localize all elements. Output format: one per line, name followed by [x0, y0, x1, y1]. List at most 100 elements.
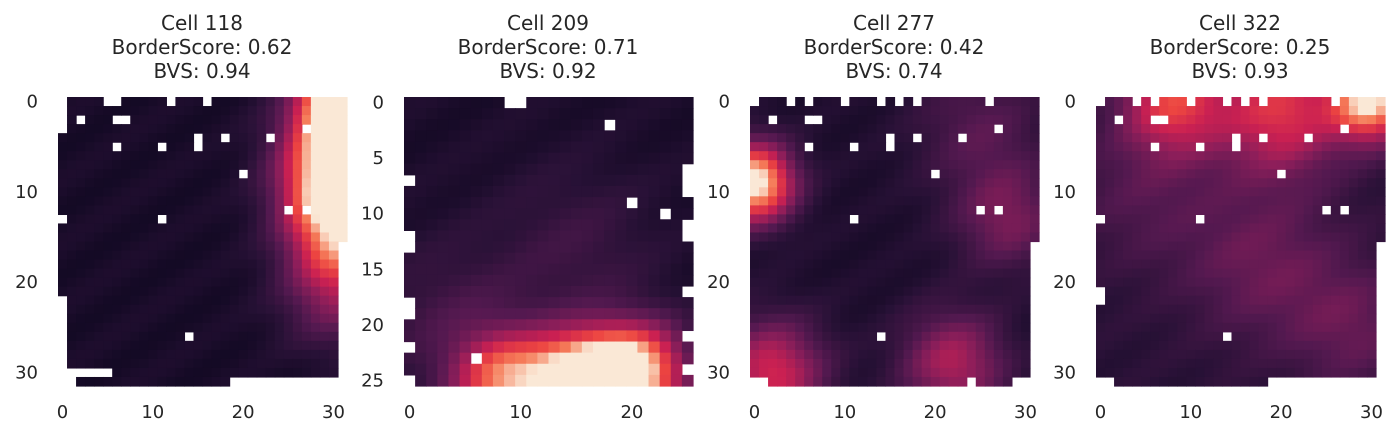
heatmap-cell: [470, 285, 483, 298]
heatmap-cell: [1330, 124, 1341, 134]
heatmap-cell: [1011, 106, 1022, 116]
heatmap-cell: [1011, 223, 1022, 234]
heatmap-cell: [492, 174, 505, 187]
heatmap-cell: [786, 313, 796, 324]
heatmap-cell: [822, 178, 832, 188]
heatmap-cell: [515, 197, 527, 209]
heatmap-cell: [592, 263, 605, 276]
heatmap-cell: [1222, 322, 1233, 333]
heatmap-cell: [415, 208, 427, 220]
heatmap-cell: [426, 185, 438, 198]
heatmap-cell: [157, 115, 167, 125]
heatmap-cell: [966, 223, 977, 234]
heatmap-cell: [1177, 268, 1187, 279]
heatmap-cell: [526, 252, 538, 265]
heatmap-cell: [1186, 340, 1196, 351]
heatmap-cell: [211, 160, 222, 170]
heatmap-cell: [670, 252, 683, 265]
heatmap-cell: [448, 208, 461, 220]
heatmap-cell: [648, 119, 661, 131]
heatmap-cell: [637, 219, 650, 231]
heatmap-cell: [1213, 178, 1224, 188]
heatmap-cell: [1141, 349, 1151, 360]
heatmap-cell: [604, 108, 616, 120]
heatmap-cell: [1366, 313, 1377, 324]
heatmap-cell: [112, 349, 122, 360]
heatmap-cell: [526, 97, 538, 109]
y-tick-label: 0: [1065, 92, 1076, 113]
heatmap-cell: [481, 185, 494, 198]
heatmap-cell: [604, 319, 616, 332]
heatmap-cell: [1222, 340, 1233, 351]
heatmap-cell: [867, 205, 878, 216]
heatmap-cell: [121, 250, 131, 261]
heatmap-cell: [804, 277, 814, 288]
heatmap-cell: [426, 297, 438, 309]
heatmap-cell: [148, 313, 158, 324]
heatmap-cell: [1177, 376, 1187, 387]
heatmap-cell: [1375, 160, 1386, 170]
heatmap-cell: [211, 97, 222, 107]
heatmap-cell: [670, 241, 683, 254]
heatmap-cell: [786, 223, 796, 234]
heatmap-cell: [795, 358, 805, 369]
heatmap-cell: [1204, 214, 1215, 225]
heatmap-cell: [975, 376, 986, 387]
heatmap-cell: [481, 319, 494, 332]
heatmap-cell: [966, 214, 977, 225]
heatmap-cell: [1186, 115, 1196, 125]
heatmap-cell: [265, 106, 276, 116]
heatmap-cell: [459, 363, 472, 376]
heatmap-cell: [903, 349, 914, 360]
heatmap-cell: [1375, 178, 1386, 188]
heatmap-cell: [1222, 304, 1233, 315]
heatmap-cell: [957, 106, 968, 116]
heatmap-cell: [139, 214, 149, 225]
heatmap-cell: [1213, 151, 1224, 161]
heatmap-cell: [211, 358, 222, 369]
heatmap-cell: [592, 197, 605, 209]
heatmap-cell: [229, 304, 240, 315]
heatmap-cell: [103, 313, 113, 324]
heatmap-cell: [1231, 241, 1242, 252]
heatmap-cell: [1339, 268, 1350, 279]
heatmap-cell: [292, 169, 303, 179]
heatmap-cell: [831, 376, 841, 387]
heatmap-cell: [777, 115, 787, 125]
heatmap-cell: [448, 319, 461, 332]
heatmap-cell: [984, 340, 995, 351]
heatmap-cell: [1020, 304, 1031, 315]
heatmap-cell: [1294, 367, 1305, 378]
heatmap-cell: [1132, 295, 1142, 306]
heatmap-cell: [1249, 367, 1260, 378]
heatmap-cell: [229, 322, 240, 333]
heatmap-cell: [175, 286, 186, 297]
heatmap-cell: [247, 241, 258, 252]
heatmap-cell: [993, 232, 1004, 243]
heatmap-cell: [786, 358, 796, 369]
heatmap-cell: [459, 119, 472, 131]
heatmap-cell: [301, 322, 312, 333]
heatmap-cell: [570, 119, 583, 131]
heatmap-cell: [537, 352, 550, 365]
heatmap-cell: [681, 152, 694, 165]
heatmap-cell: [130, 313, 140, 324]
heatmap-cell: [581, 174, 594, 187]
heatmap-cell: [310, 142, 321, 152]
heatmap-cell: [85, 187, 95, 197]
heatmap-cell: [139, 151, 149, 161]
heatmap-cell: [1020, 160, 1031, 170]
heatmap-cell: [470, 308, 483, 320]
heatmap-cell: [604, 330, 616, 343]
heatmap-cell: [515, 297, 527, 309]
heatmap-cell: [58, 277, 68, 288]
heatmap-cell: [470, 208, 483, 220]
heatmap-cell: [1150, 295, 1160, 306]
heatmap-cell: [148, 178, 158, 188]
heatmap-cell: [930, 178, 941, 188]
heatmap-cell: [175, 214, 186, 225]
heatmap-cell: [415, 185, 427, 198]
heatmap-cell: [1357, 268, 1368, 279]
heatmap-cell: [1249, 232, 1260, 243]
heatmap-cell: [1020, 223, 1031, 234]
